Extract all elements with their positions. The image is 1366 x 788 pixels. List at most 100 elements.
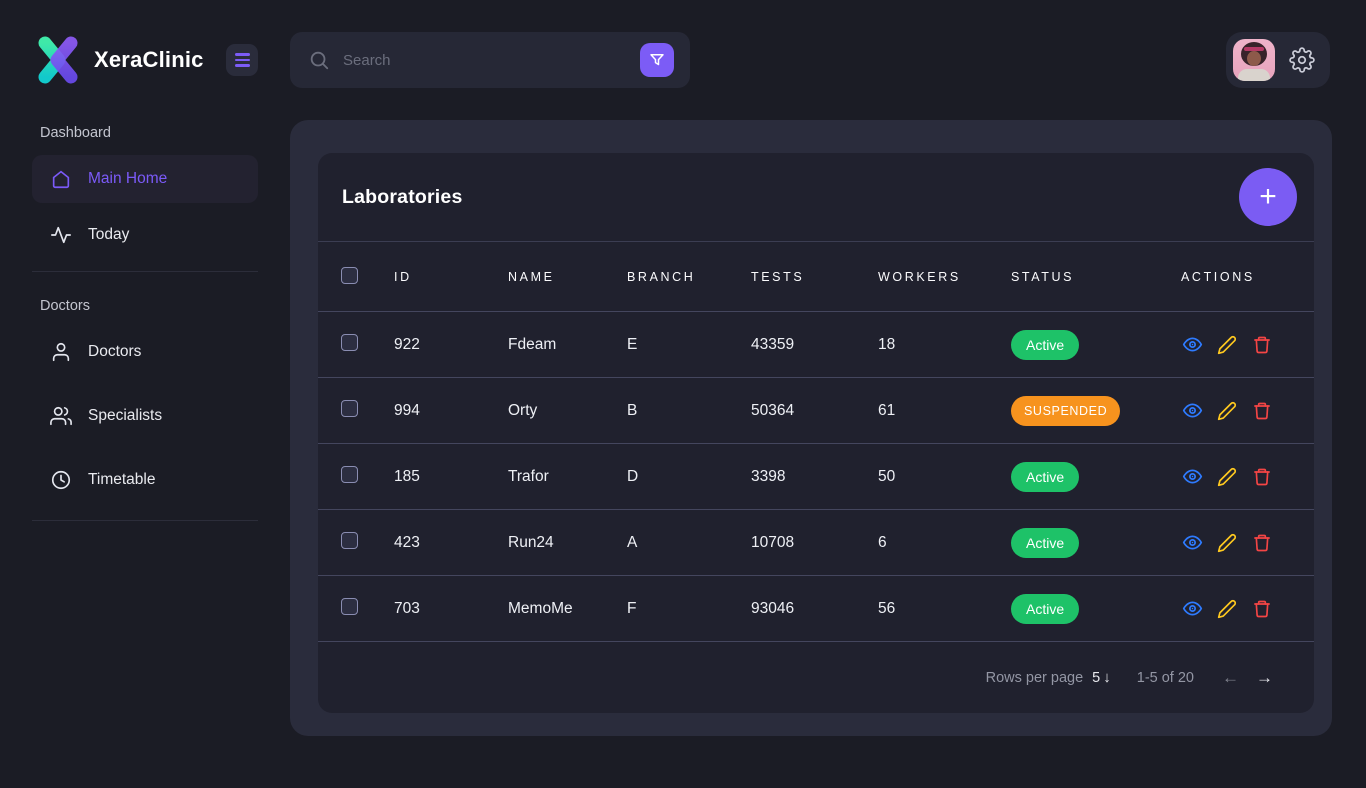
cell-workers: 50 xyxy=(878,467,896,485)
delete-button[interactable] xyxy=(1251,532,1273,554)
profile-box xyxy=(1226,32,1330,88)
delete-button[interactable] xyxy=(1251,466,1273,488)
select-all-checkbox[interactable] xyxy=(341,266,358,284)
edit-button[interactable] xyxy=(1216,598,1238,620)
prev-page-button[interactable]: ← xyxy=(1220,667,1241,688)
gear-icon xyxy=(1289,47,1315,73)
trash-icon xyxy=(1254,402,1270,419)
pencil-icon xyxy=(1217,533,1237,552)
column-header-name: NAME xyxy=(508,269,555,284)
status-badge: Active xyxy=(1011,593,1080,624)
add-button[interactable]: + xyxy=(1239,168,1297,226)
trash-icon xyxy=(1254,336,1270,353)
sidebar-item-label: Today xyxy=(88,226,130,243)
sidebar: XeraClinic Dashboard Main Home Today Doc… xyxy=(0,0,290,788)
edit-button[interactable] xyxy=(1216,466,1238,488)
view-button[interactable] xyxy=(1181,466,1203,488)
column-header-id: ID xyxy=(394,269,412,284)
hamburger-icon xyxy=(234,53,250,67)
eye-icon xyxy=(1182,601,1202,616)
delete-button[interactable] xyxy=(1251,400,1273,422)
cell-tests: 93046 xyxy=(751,599,795,617)
eye-icon xyxy=(1182,403,1202,418)
table-body: 922 Fdeam E 43359 18 Active xyxy=(318,311,1314,641)
row-actions xyxy=(1181,532,1314,554)
laboratories-card: Laboratories + ID NAME BRANCH TESTS WORK… xyxy=(318,153,1314,713)
row-checkbox[interactable] xyxy=(341,465,358,483)
settings-button[interactable] xyxy=(1288,46,1316,74)
cell-branch: D xyxy=(627,467,639,485)
row-checkbox[interactable] xyxy=(341,333,358,351)
cell-name: MemoMe xyxy=(508,599,573,617)
cell-branch: B xyxy=(627,401,638,419)
brand-name: XeraClinic xyxy=(94,47,204,72)
activity-icon xyxy=(50,224,72,246)
delete-button[interactable] xyxy=(1251,598,1273,620)
plus-icon: + xyxy=(1259,180,1277,213)
eye-icon xyxy=(1182,535,1202,550)
table-row: 423 Run24 A 10708 6 Active xyxy=(318,509,1314,575)
cell-tests: 43359 xyxy=(751,335,795,353)
cell-branch: E xyxy=(627,335,638,353)
cell-tests: 10708 xyxy=(751,533,795,551)
row-actions xyxy=(1181,400,1314,422)
row-checkbox[interactable] xyxy=(341,597,358,615)
cell-workers: 18 xyxy=(878,335,896,353)
cell-name: Trafor xyxy=(508,467,549,485)
column-header-workers: WORKERS xyxy=(878,269,961,284)
view-button[interactable] xyxy=(1181,598,1203,620)
brand-row: XeraClinic xyxy=(32,32,258,88)
pencil-icon xyxy=(1217,599,1237,618)
sidebar-item-label: Timetable xyxy=(88,471,156,488)
sidebar-item-today[interactable]: Today xyxy=(32,211,258,259)
table-row: 922 Fdeam E 43359 18 Active xyxy=(318,311,1314,377)
search-input[interactable] xyxy=(343,32,640,88)
column-header-tests: TESTS xyxy=(751,269,805,284)
search-box xyxy=(290,32,690,88)
view-button[interactable] xyxy=(1181,400,1203,422)
row-checkbox[interactable] xyxy=(341,531,358,549)
next-page-button[interactable]: → xyxy=(1254,667,1275,688)
trash-icon xyxy=(1254,534,1270,551)
sidebar-divider xyxy=(32,520,258,521)
view-button[interactable] xyxy=(1181,334,1203,356)
cell-branch: A xyxy=(627,533,638,551)
sidebar-section-label-dashboard: Dashboard xyxy=(40,125,111,141)
table-row: 185 Trafor D 3398 50 Active xyxy=(318,443,1314,509)
sidebar-item-doctors[interactable]: Doctors xyxy=(32,328,258,376)
arrow-right-icon: → xyxy=(1256,668,1273,687)
table-header: ID NAME BRANCH TESTS WORKERS STATUS ACTI… xyxy=(318,241,1314,311)
rows-per-page-value: 5 xyxy=(1092,669,1101,686)
sidebar-item-main-home[interactable]: Main Home xyxy=(32,155,258,203)
cell-id: 922 xyxy=(394,335,420,353)
pagination-range: 1-5 of 20 xyxy=(1136,669,1194,686)
user-icon xyxy=(50,341,72,363)
status-badge: Active xyxy=(1011,527,1080,558)
edit-button[interactable] xyxy=(1216,400,1238,422)
table-footer: Rows per page 5 ↓ 1-5 of 20 ← → xyxy=(318,641,1314,713)
row-checkbox[interactable] xyxy=(341,399,358,417)
cell-workers: 6 xyxy=(878,533,887,551)
menu-toggle-button[interactable] xyxy=(226,44,258,76)
funnel-icon xyxy=(650,54,664,66)
cell-name: Fdeam xyxy=(508,335,557,353)
trash-icon xyxy=(1254,468,1270,485)
eye-icon xyxy=(1182,337,1202,352)
cell-id: 703 xyxy=(394,599,420,617)
cell-name: Run24 xyxy=(508,533,554,551)
edit-button[interactable] xyxy=(1216,334,1238,356)
cell-workers: 61 xyxy=(878,401,896,419)
column-header-actions: ACTIONS xyxy=(1181,269,1255,284)
sidebar-item-specialists[interactable]: Specialists xyxy=(32,392,258,440)
delete-button[interactable] xyxy=(1251,334,1273,356)
rows-per-page-select[interactable]: 5 ↓ xyxy=(1092,669,1111,686)
arrow-down-icon: ↓ xyxy=(1103,669,1111,686)
sidebar-item-label: Doctors xyxy=(88,343,142,360)
view-button[interactable] xyxy=(1181,532,1203,554)
card-header: Laboratories + xyxy=(318,153,1314,241)
filter-button[interactable] xyxy=(640,43,674,77)
sidebar-item-timetable[interactable]: Timetable xyxy=(32,456,258,504)
avatar[interactable] xyxy=(1233,39,1275,81)
edit-button[interactable] xyxy=(1216,532,1238,554)
cell-branch: F xyxy=(627,599,637,617)
